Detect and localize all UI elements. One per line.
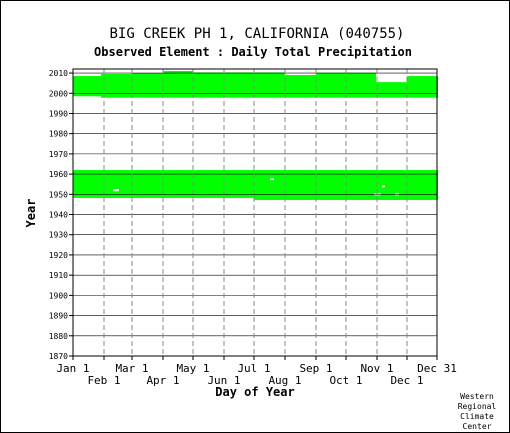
coverage-bar <box>193 72 285 98</box>
coverage-bar <box>163 71 193 98</box>
y-tick-label: 1890 <box>49 312 68 321</box>
x-tick-label: Dec 1 <box>390 374 423 387</box>
missing-data-gap <box>270 178 274 181</box>
credit-line: Regional <box>458 402 497 411</box>
y-tick-label: 1980 <box>49 130 68 139</box>
x-tick-label: Aug 1 <box>268 374 301 387</box>
credit-line: Western <box>460 392 494 401</box>
x-tick-label: Mar 1 <box>115 362 148 375</box>
x-axis-label: Day of Year <box>215 385 294 399</box>
y-tick-label: 1970 <box>49 150 68 159</box>
coverage-bar <box>285 75 316 98</box>
x-tick-label: Feb 1 <box>87 374 120 387</box>
y-tick-label: 1880 <box>49 332 68 341</box>
y-tick-label: 1940 <box>49 211 68 220</box>
y-tick-label: 1950 <box>49 190 68 199</box>
y-tick-label: 2010 <box>49 69 68 78</box>
y-tick-label: 2000 <box>49 89 68 98</box>
coverage-bar <box>101 74 132 98</box>
plot-area: 2010 2000 1990 1980 1970 1960 1950 1940 1930 1920… <box>49 68 457 387</box>
plot-background <box>73 69 437 356</box>
y-tick-label: 1910 <box>49 271 68 280</box>
y-tick-label: 1870 <box>49 352 68 361</box>
y-tick-label: 1920 <box>49 251 68 260</box>
x-tick-label: Jan 1 <box>56 362 89 375</box>
x-tick-label: Oct 1 <box>329 374 362 387</box>
x-tick-label: Nov 1 <box>360 362 393 375</box>
x-tick-label: Jul 1 <box>237 362 270 375</box>
y-tick-label: 1930 <box>49 231 68 240</box>
y-tick-label: 1990 <box>49 109 68 118</box>
coverage-bar <box>376 82 407 98</box>
coverage-bar <box>132 73 163 98</box>
missing-data-gap <box>113 189 119 192</box>
chart-title: BIG CREEK PH 1, CALIFORNIA (040755) <box>109 26 404 42</box>
y-tick-label: 1900 <box>49 291 68 300</box>
coverage-bar <box>73 76 101 97</box>
y-tick-label: 1960 <box>49 170 68 179</box>
chart-subtitle: Observed Element : Daily Total Precipita… <box>94 45 412 59</box>
x-tick-label: May 1 <box>176 362 209 375</box>
missing-data-gap <box>382 185 385 188</box>
credit-line: Center <box>463 422 492 431</box>
y-axis-label: Year <box>24 199 38 228</box>
x-tick-label: Jun 1 <box>207 374 240 387</box>
x-tick-label: Apr 1 <box>146 374 179 387</box>
coverage-bar <box>407 76 438 98</box>
x-tick-label: Dec 31 <box>417 362 457 375</box>
plot-border <box>72 68 438 357</box>
credit-line: Climate <box>460 412 494 421</box>
credit-block: Western Regional Climate Center <box>458 392 497 431</box>
x-tick-label: Sep 1 <box>299 362 332 375</box>
